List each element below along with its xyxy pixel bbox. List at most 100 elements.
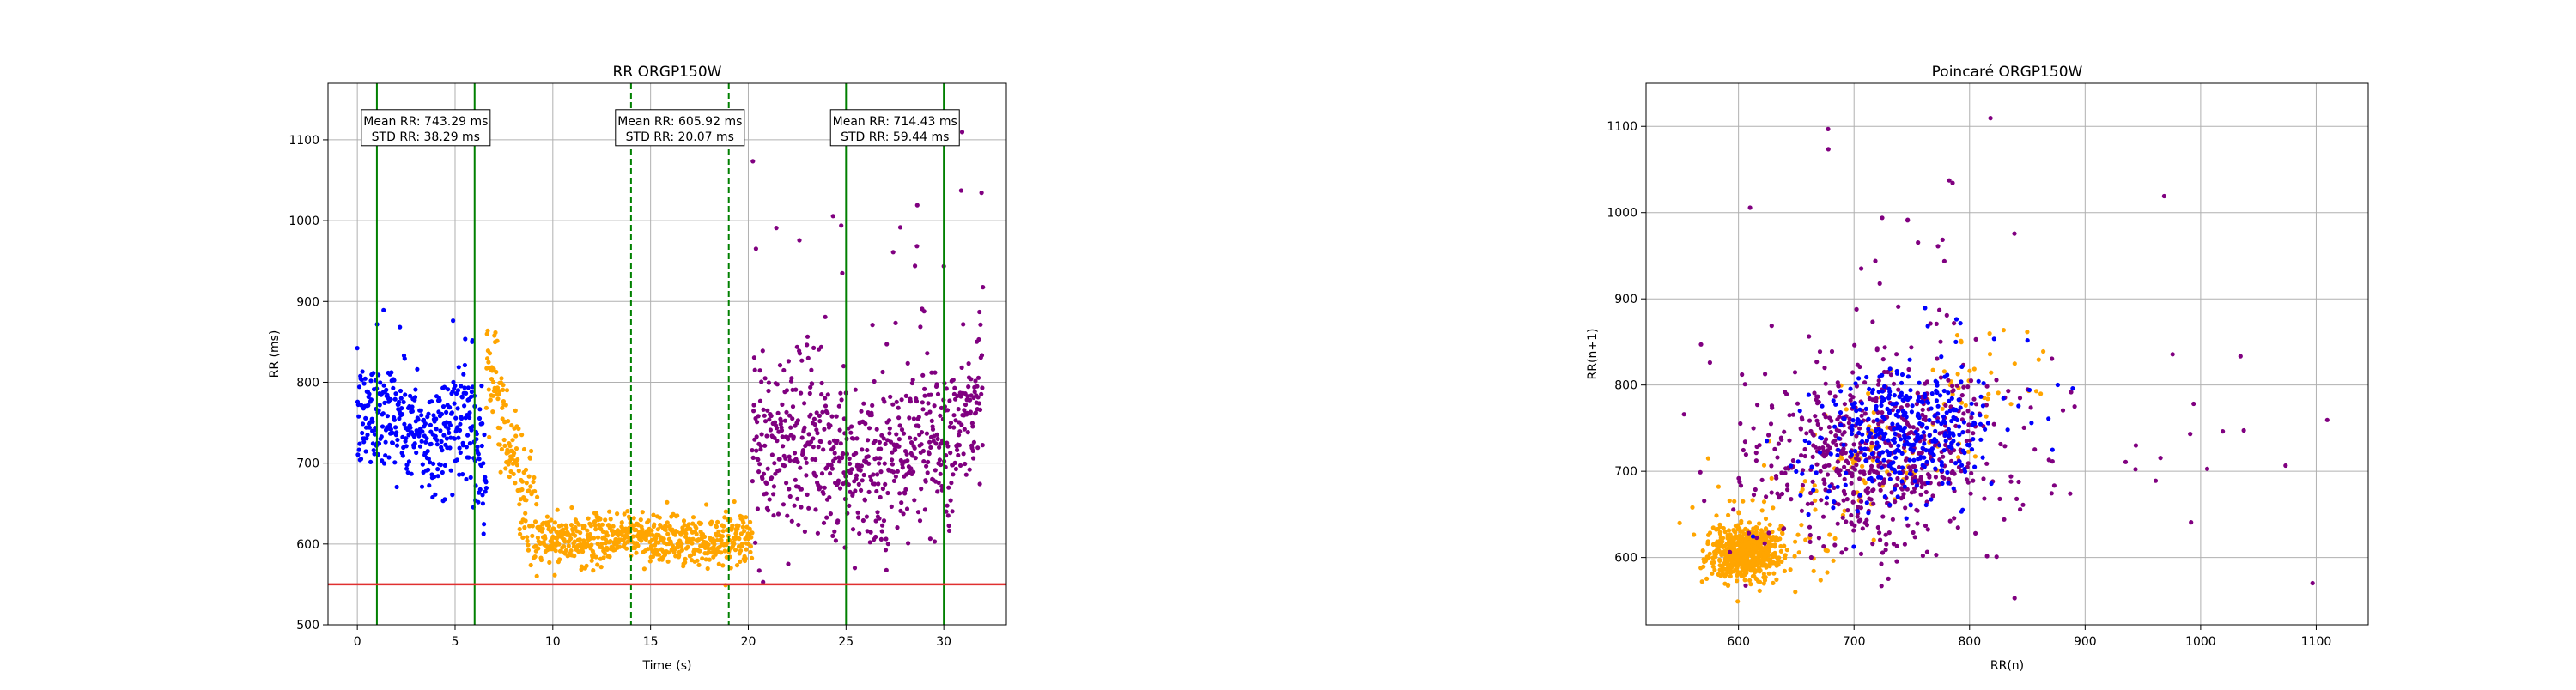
y-tick-label: 1100: [1607, 120, 1637, 134]
poincare-data-point: [1939, 354, 1944, 360]
rr-data-point: [732, 548, 738, 553]
poincare-data-point: [1914, 439, 1919, 444]
poincare-data-point: [1874, 440, 1880, 445]
rr-data-point: [774, 426, 780, 431]
poincare-data-point: [1811, 433, 1816, 438]
poincare-data-point: [1880, 437, 1886, 442]
poincare-data-point: [1899, 380, 1905, 385]
rr-data-point: [386, 455, 392, 460]
poincare-data-point: [1870, 397, 1875, 402]
rr-data-point: [698, 521, 704, 526]
poincare-data-point: [1950, 180, 1955, 185]
poincare-data-point: [1735, 563, 1741, 568]
rr-data-point: [665, 550, 671, 555]
poincare-data-point: [1954, 333, 1960, 338]
poincare-data-point: [1935, 383, 1940, 388]
rr-data-point: [922, 393, 927, 398]
rr-data-point: [592, 519, 598, 524]
rr-data-point: [591, 568, 596, 573]
poincare-data-point: [2012, 231, 2017, 236]
poincare-data-point: [1821, 544, 1826, 549]
poincare-data-point: [2051, 483, 2057, 488]
poincare-data-point: [1790, 412, 1795, 417]
poincare-data-point: [1728, 573, 1733, 579]
rr-data-point: [451, 379, 456, 384]
poincare-data-point: [2191, 401, 2196, 407]
rr-data-point: [517, 502, 522, 507]
poincare-data-point: [1941, 454, 1946, 459]
rr-data-point: [896, 415, 902, 421]
rr-data-point: [829, 466, 835, 471]
poincare-data-point: [1850, 423, 1855, 428]
poincare-data-point: [1724, 558, 1729, 563]
rr-data-point: [858, 468, 863, 473]
rr-data-point: [459, 415, 465, 421]
poincare-data-point: [1850, 499, 1856, 505]
rr-data-point: [593, 554, 598, 560]
rr-data-point: [769, 413, 774, 419]
poincare-data-point: [1949, 418, 1954, 424]
poincare-data-point: [1955, 442, 1960, 447]
poincare-data-point: [1795, 459, 1801, 464]
poincare-data-point: [1961, 420, 1966, 425]
poincare-data-point: [1943, 439, 1948, 444]
rr-data-point: [777, 457, 782, 462]
poincare-data-point: [1751, 526, 1756, 531]
poincare-data-point: [1725, 561, 1730, 567]
poincare-data-point: [1919, 484, 1924, 490]
rr-data-point: [740, 543, 745, 549]
poincare-data-point: [1822, 366, 1827, 371]
poincare-data-point: [1854, 433, 1859, 439]
rr-data-point: [498, 426, 503, 431]
poincare-data-point: [1813, 445, 1818, 450]
poincare-data-point: [1912, 463, 1917, 469]
poincare-data-point: [1860, 463, 1865, 469]
rr-data-point: [630, 534, 635, 539]
rr-data-point: [799, 487, 805, 492]
poincare-data-point: [1889, 490, 1894, 495]
poincare-data-point: [1853, 381, 1858, 386]
rr-data-point: [535, 535, 541, 541]
rr-data-point: [911, 416, 916, 421]
rr-data-point: [805, 342, 810, 348]
rr-data-point: [457, 427, 463, 433]
rr-data-point: [875, 472, 880, 477]
rr-data-point: [968, 397, 973, 402]
rr-data-point: [584, 563, 589, 568]
rr-data-point: [652, 522, 657, 527]
rr-data-point: [957, 443, 962, 448]
poincare-data-point: [1741, 499, 1746, 504]
poincare-data-point: [1972, 464, 1978, 469]
rr-data-point: [834, 414, 839, 419]
poincare-data-point: [1925, 480, 1930, 486]
rr-data-point: [786, 359, 792, 364]
rr-data-point: [860, 478, 865, 483]
rr-data-point: [816, 445, 821, 450]
rr-data-point: [939, 462, 944, 468]
poincare-data-point: [1818, 426, 1823, 431]
rr-data-point: [775, 438, 780, 444]
rr-data-point: [392, 396, 398, 402]
rr-data-point: [847, 503, 852, 509]
rr-data-point: [593, 527, 598, 532]
rr-data-point: [592, 523, 598, 528]
rr-data-point: [817, 413, 823, 418]
poincare-data-point: [1810, 479, 1815, 484]
poincare-data-point: [1748, 582, 1753, 587]
poincare-data-point: [1866, 427, 1871, 432]
poincare-data-point: [1882, 384, 1887, 389]
rr-data-point: [787, 413, 793, 418]
rr-data-point: [795, 496, 800, 501]
rr-data-point: [521, 446, 527, 452]
rr-data-point: [829, 463, 834, 468]
rr-data-point: [690, 536, 696, 542]
poincare-data-point: [1908, 503, 1913, 508]
rr-data-point: [841, 470, 847, 475]
poincare-data-point: [1736, 510, 1741, 515]
rr-data-point: [657, 515, 662, 520]
rr-data-point: [450, 493, 455, 498]
poincare-data-point: [1899, 451, 1905, 457]
rr-data-point: [411, 434, 416, 439]
rr-data-point: [579, 564, 585, 569]
poincare-data-point: [1855, 490, 1860, 495]
